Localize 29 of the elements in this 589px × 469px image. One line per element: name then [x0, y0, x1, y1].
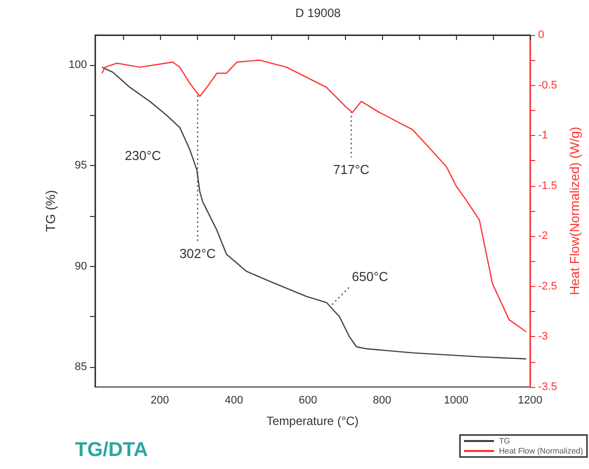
y2-tick-label: 0	[538, 29, 544, 41]
y-tick-label: 95	[74, 160, 87, 172]
y-axis-title: TG (%)	[43, 190, 58, 232]
y2-axis-title: Heat Flow(Normalized) (W/g)	[567, 126, 582, 296]
y-tick-label: 100	[68, 59, 87, 72]
y-tick-label: 90	[74, 260, 87, 272]
y-tick-label: 85	[74, 360, 87, 373]
x-tick-label: 400	[224, 394, 244, 406]
x-tick-label: 1200	[518, 394, 542, 406]
x-tick-label: 1000	[444, 394, 468, 406]
x-tick-label: 800	[372, 394, 392, 406]
y2-tick-label: -0.5	[538, 79, 558, 92]
annotation: 230°C	[124, 148, 162, 163]
x-tick-label: 600	[298, 394, 318, 406]
annotation: 717°C	[333, 162, 370, 177]
y2-tick-label: -1	[538, 130, 548, 142]
y2-tick-label: -2.5	[538, 280, 558, 292]
x-tick-label: 200	[150, 394, 169, 406]
y2-tick-label: -3	[538, 330, 548, 343]
y2-tick-label: -1.5	[538, 180, 558, 192]
y2-tick-label: -2	[538, 230, 548, 242]
legend-label: Heat Flow (Normalized)	[498, 446, 584, 456]
legend-label: TG	[498, 436, 510, 446]
annotation: 302°C	[179, 246, 216, 261]
text: TG/DTA	[75, 439, 148, 461]
y2-tick-label: -3.5	[538, 381, 558, 393]
x-axis-title: Temperature (°C)	[266, 414, 359, 428]
chart-title: D 19008	[295, 6, 342, 20]
annotation: 650°C	[352, 269, 388, 284]
